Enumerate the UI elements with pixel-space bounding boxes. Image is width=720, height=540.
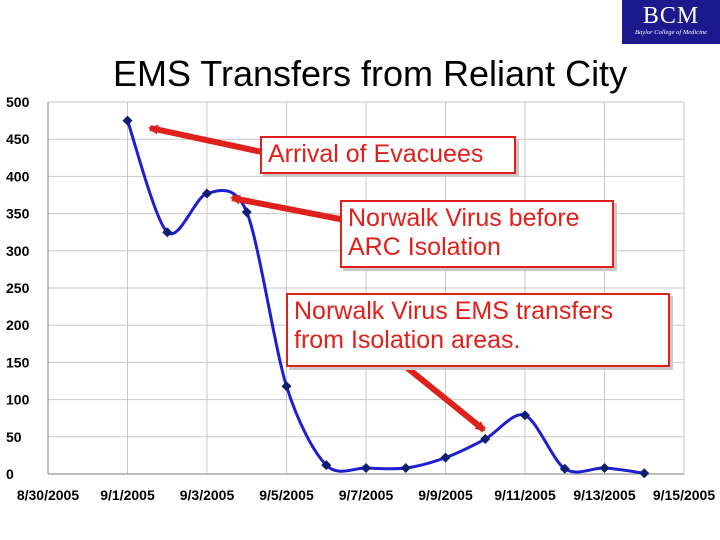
x-tick-label: 9/15/2005 bbox=[653, 487, 715, 503]
callout-norwalk-before-isolation: Norwalk Virus before ARC Isolation bbox=[340, 200, 614, 268]
callout-text: Norwalk Virus EMS transfers from Isolati… bbox=[294, 297, 614, 354]
callout-norwalk-isolation-transfers: Norwalk Virus EMS transfers from Isolati… bbox=[286, 293, 670, 367]
data-point-marker bbox=[241, 207, 252, 218]
x-tick-label: 9/13/2005 bbox=[573, 487, 635, 503]
bcm-logo: BCM Baylor College of Medicine bbox=[622, 0, 720, 44]
y-tick-label: 100 bbox=[6, 392, 30, 408]
y-tick-label: 200 bbox=[6, 317, 30, 333]
arrow-norwalk-isolation bbox=[403, 363, 486, 433]
y-tick-label: 350 bbox=[6, 206, 30, 222]
x-tick-label: 9/3/2005 bbox=[180, 487, 235, 503]
series bbox=[122, 115, 650, 479]
x-tick-label: 9/11/2005 bbox=[494, 487, 556, 503]
logo-mark: BCM bbox=[642, 3, 700, 29]
slide-title: EMS Transfers from Reliant City bbox=[112, 53, 628, 94]
x-tick-label: 9/5/2005 bbox=[259, 487, 314, 503]
callout-text: Arrival of Evacuees bbox=[268, 140, 484, 168]
y-tick-label: 400 bbox=[6, 168, 30, 184]
data-point-marker bbox=[440, 452, 451, 463]
data-point-marker bbox=[520, 410, 530, 421]
y-tick-label: 150 bbox=[6, 354, 30, 370]
arrow-arrival bbox=[148, 124, 263, 155]
callout-arrival-of-evacuees: Arrival of Evacuees bbox=[260, 136, 516, 174]
y-tick-label: 450 bbox=[6, 131, 30, 147]
y-tick-label: 250 bbox=[6, 280, 30, 296]
y-tick-label: 50 bbox=[6, 429, 22, 445]
arrow-norwalk-before bbox=[230, 194, 346, 223]
data-point-marker bbox=[480, 434, 491, 445]
data-point-marker bbox=[321, 460, 332, 471]
annotation-arrows bbox=[148, 124, 486, 433]
data-point-marker bbox=[639, 468, 650, 479]
x-tick-label: 8/30/2005 bbox=[17, 487, 79, 503]
callout-text: Norwalk Virus before ARC Isolation bbox=[348, 204, 580, 261]
x-tick-label: 9/1/2005 bbox=[100, 487, 155, 503]
data-point-marker bbox=[361, 463, 371, 474]
x-tick-label: 9/9/2005 bbox=[418, 487, 473, 503]
x-tick-label: 9/7/2005 bbox=[339, 487, 394, 503]
y-tick-label: 500 bbox=[6, 94, 30, 110]
data-point-marker bbox=[599, 463, 610, 474]
data-point-marker bbox=[400, 463, 411, 474]
data-point-marker bbox=[281, 381, 292, 392]
y-tick-label: 0 bbox=[6, 466, 14, 482]
data-point-marker bbox=[559, 463, 570, 474]
logo-subtitle: Baylor College of Medicine bbox=[634, 29, 708, 36]
data-point-marker bbox=[202, 188, 212, 199]
axes bbox=[47, 102, 684, 475]
data-point-marker bbox=[162, 227, 173, 238]
data-point-marker bbox=[122, 115, 133, 126]
tick-labels: 0 50 100 150 200 250 300 350 400 450 500 8/30/2005 9… bbox=[6, 94, 715, 503]
y-tick-label: 300 bbox=[6, 243, 30, 259]
